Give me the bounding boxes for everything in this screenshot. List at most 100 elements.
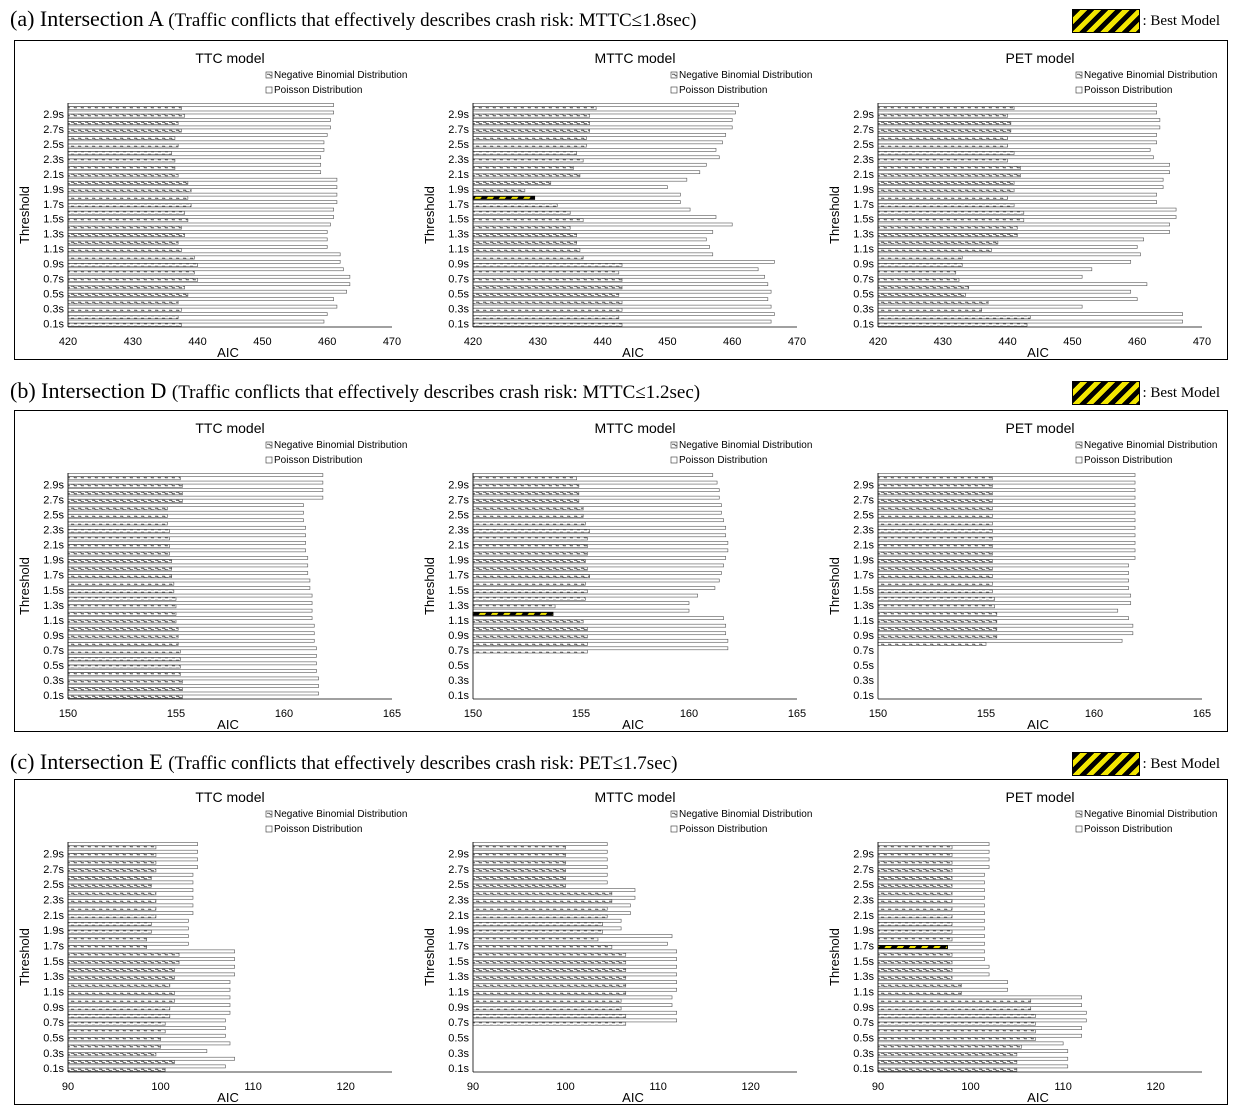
bar-poisson bbox=[472, 934, 673, 938]
bar-negative-binomial bbox=[877, 263, 963, 267]
bar-poisson bbox=[472, 895, 636, 900]
y-tick-label: 1.1s bbox=[448, 615, 469, 627]
bar-negative-binomial bbox=[67, 181, 189, 185]
bar-poisson bbox=[877, 488, 1136, 492]
bar-poisson bbox=[67, 525, 306, 530]
y-tick-label: 0.5s bbox=[43, 660, 64, 672]
bar-negative-binomial bbox=[877, 293, 966, 297]
y-tick-label: 2.3s bbox=[43, 525, 64, 537]
bar-poisson bbox=[67, 510, 304, 515]
bar-negative-binomial bbox=[67, 1067, 166, 1072]
bar-poisson bbox=[472, 578, 720, 583]
bar-poisson bbox=[877, 207, 1177, 212]
y-tick-label: 1.5s bbox=[853, 956, 874, 968]
bar-negative-binomial bbox=[472, 581, 586, 586]
bar-negative-binomial bbox=[472, 173, 581, 178]
bar-poisson bbox=[877, 941, 985, 946]
section-label: (b) Intersection D bbox=[10, 378, 167, 403]
bar-poisson bbox=[877, 548, 1136, 553]
bar-poisson bbox=[877, 304, 1083, 309]
bar-poisson bbox=[472, 237, 707, 242]
legend-poisson-label: Poisson Distribution bbox=[1084, 824, 1172, 835]
bar-poisson bbox=[67, 995, 231, 1000]
bar-negative-binomial bbox=[472, 322, 623, 327]
bar-poisson bbox=[67, 480, 324, 485]
bar-negative-binomial bbox=[472, 998, 622, 1003]
bar-negative-binomial bbox=[67, 1014, 171, 1018]
x-tick-label: 440 bbox=[593, 336, 611, 348]
bar-negative-binomial bbox=[67, 225, 182, 230]
bar-negative-binomial bbox=[472, 1014, 627, 1018]
y-tick-label: 1.3s bbox=[448, 600, 469, 612]
bar-poisson bbox=[877, 1049, 1069, 1053]
y-tick-label: 2.9s bbox=[43, 479, 64, 491]
bar-negative-binomial bbox=[67, 853, 157, 857]
y-tick-label: 2.9s bbox=[43, 849, 64, 861]
bar-poisson bbox=[877, 282, 1148, 287]
bar-poisson bbox=[472, 541, 729, 545]
chart-title: PET model bbox=[1006, 50, 1075, 66]
bar-negative-binomial bbox=[67, 173, 179, 178]
bar-negative-binomial bbox=[472, 270, 620, 275]
bar-negative-binomial bbox=[877, 597, 995, 601]
bar-poisson bbox=[67, 118, 331, 122]
bar-poisson bbox=[67, 304, 338, 309]
bar-poisson bbox=[877, 1064, 1069, 1069]
chart-legend: Negative Binomial Distribution Poisson Di… bbox=[670, 70, 812, 96]
bar-negative-binomial bbox=[67, 619, 177, 624]
bar-poisson bbox=[67, 503, 304, 507]
bar-poisson bbox=[67, 941, 189, 946]
bar-negative-binomial bbox=[877, 929, 953, 934]
bar-poisson bbox=[67, 162, 322, 167]
section-subtitle: (Traffic conflicts that effectively desc… bbox=[168, 753, 678, 774]
y-tick-label: 1.1s bbox=[448, 987, 469, 999]
section-c: (c) Intersection E (Traffic conflicts th… bbox=[0, 747, 1243, 1107]
legend-nb-swatch bbox=[670, 810, 678, 818]
bar-poisson bbox=[472, 155, 720, 160]
bar-negative-binomial bbox=[472, 181, 552, 185]
y-tick-label: 0.9s bbox=[43, 259, 64, 271]
chart-title: TTC model bbox=[195, 789, 264, 805]
chart-panel: MTTC model Negative Binomial Distribution… bbox=[420, 780, 825, 1105]
x-tick-label: 450 bbox=[1063, 336, 1081, 348]
y-tick-label: 0.1s bbox=[448, 318, 469, 330]
y-tick-label: 0.1s bbox=[448, 690, 469, 702]
bar-negative-binomial bbox=[877, 240, 999, 245]
bar-negative-binomial bbox=[472, 255, 584, 260]
chart-title: MTTC model bbox=[595, 50, 676, 66]
chart-title: PET model bbox=[1006, 789, 1075, 805]
legend-poisson-swatch bbox=[670, 86, 678, 94]
bar-negative-binomial bbox=[67, 136, 176, 140]
legend-nb-swatch bbox=[265, 441, 273, 449]
y-axis-label: Threshold bbox=[17, 557, 32, 615]
bar-negative-binomial bbox=[877, 983, 962, 988]
bar-negative-binomial bbox=[472, 914, 608, 919]
bar-poisson bbox=[877, 518, 1136, 523]
x-tick-label: 155 bbox=[572, 708, 590, 720]
section-b: (b) Intersection D (Traffic conflicts th… bbox=[0, 376, 1243, 734]
x-tick-label: 165 bbox=[1193, 708, 1211, 720]
bar-poisson bbox=[472, 185, 668, 189]
y-tick-label: 1.5s bbox=[448, 956, 469, 968]
bar-poisson bbox=[67, 684, 319, 688]
bar-negative-binomial bbox=[472, 566, 588, 571]
bar-poisson bbox=[67, 964, 235, 969]
bar-poisson bbox=[67, 289, 347, 294]
bar-poisson bbox=[472, 646, 729, 651]
bar-poisson bbox=[67, 578, 311, 583]
chart-panel: PET model Negative Binomial Distribution P… bbox=[825, 41, 1230, 360]
bar-poisson bbox=[877, 601, 1132, 605]
bar-poisson bbox=[67, 593, 313, 598]
bar-poisson bbox=[877, 215, 1177, 219]
y-tick-label: 1.3s bbox=[853, 971, 874, 983]
bar-negative-binomial bbox=[67, 121, 179, 125]
y-tick-label: 2.3s bbox=[853, 525, 874, 537]
bar-negative-binomial bbox=[67, 263, 198, 267]
bar-negative-binomial bbox=[67, 521, 168, 526]
bar-negative-binomial bbox=[472, 278, 623, 282]
legend-poisson-label: Poisson Distribution bbox=[274, 455, 362, 466]
bar-negative-binomial bbox=[472, 203, 558, 208]
bar-poisson bbox=[472, 631, 727, 636]
bar-negative-binomial bbox=[877, 891, 953, 896]
bar-poisson bbox=[472, 297, 769, 301]
